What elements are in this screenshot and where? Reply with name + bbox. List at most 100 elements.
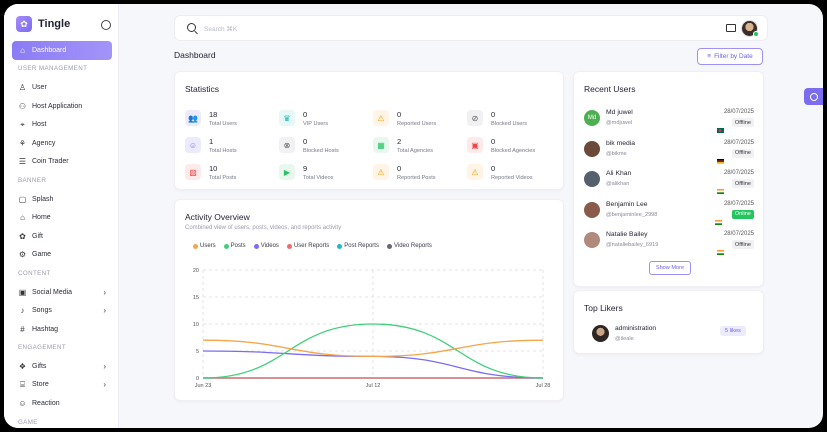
settings-icon	[809, 92, 818, 101]
stat-total-posts: ▨ 10 Total Posts	[185, 164, 275, 186]
liker-name[interactable]: administration	[615, 325, 657, 332]
legend-item-video-reports[interactable]: Video Reports	[386, 243, 432, 249]
activity-overview-card: Activity Overview Combined view of users…	[174, 199, 564, 401]
user-name[interactable]: Benjamin Lee	[606, 200, 648, 208]
legend-item-post-reports[interactable]: Post Reports	[337, 243, 379, 249]
sidebar-item-label: Coin Trader	[32, 158, 69, 166]
stat-blocked-agencies: ▣ 0 Blocked Agencies	[467, 137, 557, 159]
stat-value: 0	[303, 110, 308, 119]
stat-vip-users: ♛ 0 VIP Users	[279, 110, 369, 132]
post-icon: ▨	[185, 164, 201, 180]
filter-icon: ≡	[707, 53, 712, 60]
stat-value: 0	[303, 137, 308, 146]
user-name[interactable]: bik media	[606, 139, 636, 147]
user-row[interactable]: Md Md juwel @mdjuwel 28/07/2025 Offline	[584, 107, 754, 133]
user-avatar[interactable]: Md	[584, 110, 600, 126]
sidebar-item-dashboard[interactable]: ⌂ Dashboard	[12, 41, 112, 60]
user-name[interactable]: Natalie Bailey	[606, 231, 648, 238]
search-input[interactable]	[202, 21, 406, 37]
sidebar-item-hashtag[interactable]: # Hashtag	[12, 320, 112, 339]
chevron-right-icon: ›	[103, 306, 106, 316]
nav-section-engagement: ENGAGEMENT	[18, 344, 67, 352]
sidebar-item-game[interactable]: ⚙ Game	[12, 246, 112, 265]
blocked-agency-icon: ▣	[467, 137, 483, 153]
sidebar-item-store[interactable]: ⌸ Store ›	[12, 376, 112, 395]
sidebar-item-reaction[interactable]: ☺ Reaction	[12, 394, 112, 413]
stat-total-users: 👥 18 Total Users	[185, 110, 275, 132]
show-more-button[interactable]: Show More	[649, 261, 691, 275]
user-handle: @mdjuwel	[606, 120, 633, 126]
recent-users-title: Recent Users	[584, 84, 636, 94]
sidebar-item-label: Host Application	[32, 102, 83, 110]
brand[interactable]: ✿ Tingle	[16, 16, 70, 32]
sidebar-item-label: Gifts	[32, 362, 47, 370]
legend-dot	[223, 243, 229, 249]
x-tick-label: Jun 23	[195, 383, 212, 389]
user-row[interactable]: Benjamin Lee @benjaminlee_2998 28/07/2025 O…	[584, 199, 754, 225]
gifts-icon: ❖	[18, 361, 27, 371]
user-avatar[interactable]	[584, 140, 600, 157]
monitor-icon[interactable]	[726, 24, 736, 32]
sidebar-item-splash[interactable]: ▢ Splash	[12, 190, 112, 209]
host-stat-icon: ☺	[185, 137, 201, 153]
search-icon	[187, 23, 196, 32]
music-icon: ♪	[20, 306, 25, 316]
stat-label: Blocked Agencies	[491, 148, 536, 154]
legend-item-users[interactable]: Users	[193, 243, 216, 249]
sidebar-item-social-media[interactable]: ▣ Social Media ›	[12, 283, 112, 302]
sidebar-item-gifts[interactable]: ❖ Gifts ›	[12, 357, 112, 376]
user-row[interactable]: Natalie Bailey @nataliebailey_6919 28/07/2…	[584, 229, 754, 255]
sidebar-item-user[interactable]: ♙ User	[12, 78, 112, 97]
series-line-users[interactable]	[202, 339, 544, 358]
stat-total-videos: ▶ 9 Total Videos	[279, 164, 369, 186]
user-avatar[interactable]	[584, 232, 600, 248]
stat-value: 0	[491, 137, 496, 146]
top-likers-card: Top Likers administration @ileale 5 like…	[573, 290, 764, 354]
sidebar-item-agency[interactable]: ⚘ Agency	[12, 134, 112, 153]
legend-label: Posts	[230, 243, 246, 249]
sidebar-item-home[interactable]: ⌂ Home	[12, 208, 112, 227]
legend-dot	[337, 243, 343, 249]
legend-item-videos[interactable]: Videos	[253, 243, 279, 249]
sidebar-item-label: Hashtag	[32, 325, 59, 333]
user-row[interactable]: bik media @bikme 28/07/2025 Offline	[584, 138, 754, 164]
x-tick-label: Jul 12	[366, 383, 381, 389]
stat-value: 9	[303, 164, 308, 173]
user-name[interactable]: Ali Khan	[606, 170, 632, 177]
top-likers-title: Top Likers	[584, 303, 623, 313]
user-name[interactable]: Md juwel	[606, 109, 633, 116]
collapse-sidebar-icon[interactable]	[101, 20, 111, 30]
video-icon: ▶	[279, 164, 295, 180]
liker-avatar[interactable]	[592, 325, 609, 342]
legend-item-posts[interactable]: Posts	[223, 243, 246, 249]
user-avatar[interactable]	[584, 171, 600, 187]
user-avatar[interactable]	[584, 201, 600, 218]
stat-value: 1	[209, 137, 214, 146]
sidebar-item-coin-trader[interactable]: ☰ Coin Trader	[12, 153, 112, 172]
y-tick-label: 5	[196, 349, 199, 355]
legend-label: User Reports	[293, 243, 330, 249]
home-banner-icon: ⌂	[20, 213, 25, 223]
sidebar-item-gift[interactable]: ✿ Gift	[12, 227, 112, 246]
legend-label: Video Reports	[393, 243, 432, 249]
user-row[interactable]: Ali Khan @alikhan 28/07/2025 Offline	[584, 168, 754, 194]
settings-tab[interactable]	[804, 88, 823, 105]
y-tick-label: 20	[193, 268, 199, 274]
stat-value: 0	[491, 110, 496, 119]
user-date: 28/07/2025	[723, 231, 754, 237]
filter-by-date-button[interactable]: ≡ Filter by Date	[697, 48, 763, 65]
status-badge: Offline	[731, 118, 754, 127]
sidebar-item-host[interactable]: ⌖ Host	[12, 115, 112, 134]
stat-label: Reported Users	[397, 121, 437, 127]
series-line-posts[interactable]	[202, 323, 544, 379]
sidebar-item-songs[interactable]: ♪ Songs ›	[12, 301, 112, 320]
user-date: 28/07/2025	[723, 170, 754, 176]
brand-name: Tingle	[38, 18, 71, 30]
filter-label: Filter by Date	[714, 53, 753, 60]
legend-item-user-reports[interactable]: User Reports	[286, 243, 330, 249]
sidebar-item-host-application[interactable]: ⚇ Host Application	[12, 97, 112, 116]
sidebar-nav: ⌂ Dashboard USER MANAGEMENT ♙ User ⚇ Host Appl…	[12, 41, 112, 428]
sidebar-item-label: User	[32, 83, 47, 91]
x-tick-label: Jul 28	[536, 383, 551, 389]
sidebar: ✿ Tingle ⌂ Dashboard USER MANAGEMENT ♙ User ⚇…	[4, 4, 119, 428]
